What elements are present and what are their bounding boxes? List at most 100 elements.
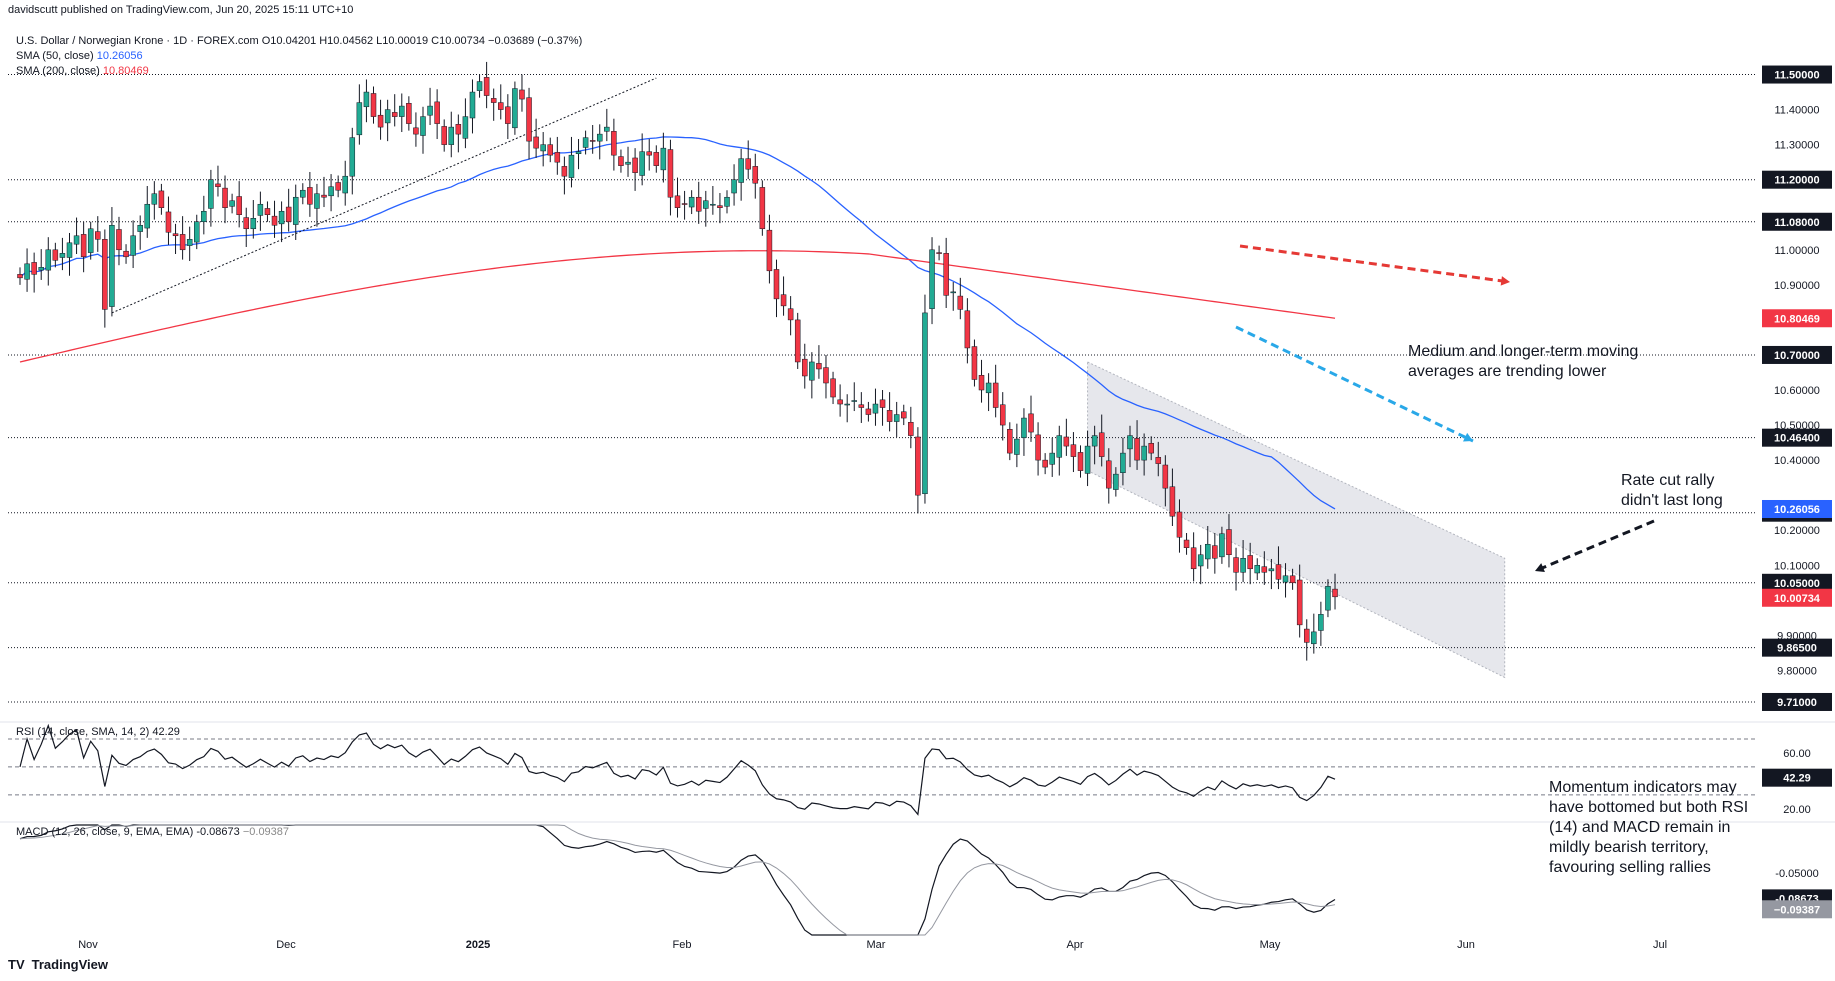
candle xyxy=(851,382,858,412)
candle xyxy=(441,119,447,152)
candle-body xyxy=(292,196,299,225)
rally-line2: didn't last long xyxy=(1621,492,1723,509)
candle-body xyxy=(24,263,30,280)
candle xyxy=(307,171,313,217)
candle-body xyxy=(519,89,525,100)
candle-body xyxy=(943,253,949,296)
candle xyxy=(469,79,476,134)
candle-body xyxy=(505,106,511,124)
candle xyxy=(342,160,348,206)
red-trend-arrow xyxy=(1239,244,1511,286)
candle-body xyxy=(1332,588,1338,598)
candle xyxy=(1183,533,1190,555)
candle-body xyxy=(406,103,412,124)
candle xyxy=(1077,445,1084,478)
candle xyxy=(1169,468,1176,527)
candle xyxy=(215,165,221,197)
candle xyxy=(674,177,681,218)
candle-body xyxy=(780,294,787,307)
candle xyxy=(618,149,624,173)
tradingview-logo[interactable]: TV TradingView xyxy=(8,957,108,972)
candle-body xyxy=(526,97,532,142)
candle-body xyxy=(929,249,935,309)
candle xyxy=(568,136,575,188)
candle xyxy=(1275,546,1282,590)
candle-body xyxy=(1212,545,1218,559)
rsi-tick-label: 20.00 xyxy=(1783,804,1811,816)
candle-body xyxy=(151,193,158,205)
candle xyxy=(1014,423,1020,468)
y-tick-label: 10.60000 xyxy=(1774,385,1820,397)
candle-body xyxy=(1233,557,1239,573)
momentum-line3: (14) and MACD remain in xyxy=(1549,819,1730,836)
candle-body xyxy=(1205,543,1211,560)
candle-body xyxy=(667,149,674,198)
candle xyxy=(300,183,306,205)
candle xyxy=(498,84,504,120)
candle-body xyxy=(314,193,320,209)
candle-body xyxy=(512,88,518,129)
momentum-line4: mildly bearish territory, xyxy=(1549,839,1709,856)
candle xyxy=(356,84,363,145)
candle-body xyxy=(646,151,652,156)
candle xyxy=(660,132,667,183)
candle-body xyxy=(1035,434,1041,461)
candle-body xyxy=(243,217,249,230)
candle xyxy=(208,169,214,227)
candle xyxy=(879,390,886,426)
symbol-title: U.S. Dollar / Norwegian Krone · 1D · FOR… xyxy=(16,35,259,47)
candle-body xyxy=(816,363,822,370)
candle xyxy=(130,220,136,269)
candle-body xyxy=(123,250,129,258)
candle xyxy=(1226,514,1232,568)
sma50-value: 10.26056 xyxy=(96,50,143,62)
candle-body xyxy=(985,382,992,394)
candle-body xyxy=(307,187,313,205)
candle xyxy=(201,195,207,235)
candle xyxy=(1325,579,1331,618)
candle xyxy=(886,392,893,432)
candle xyxy=(1268,558,1275,590)
level-tag-bg xyxy=(1762,692,1832,711)
candle-body xyxy=(363,91,370,108)
candle xyxy=(1311,613,1317,654)
level-tag-label: 11.50000 xyxy=(1774,70,1819,82)
candle-body xyxy=(476,81,483,91)
level-tag-bg xyxy=(1762,638,1832,657)
candle-body xyxy=(618,156,624,166)
candle xyxy=(780,276,787,316)
candle-body xyxy=(1077,452,1084,471)
y-tick-label: 10.90000 xyxy=(1774,280,1820,292)
candle xyxy=(271,200,278,238)
chart-legend: U.S. Dollar / Norwegian Krone · 1D · FOR… xyxy=(16,34,582,79)
candle-body xyxy=(250,218,257,230)
candle-body xyxy=(215,183,221,187)
candle xyxy=(222,175,228,224)
candle-body xyxy=(738,158,744,183)
candle xyxy=(31,252,37,293)
y-tick-label: 9.80000 xyxy=(1777,665,1817,677)
candle-body xyxy=(462,116,469,139)
candle xyxy=(547,137,553,163)
candle-body xyxy=(73,235,80,245)
candle xyxy=(752,153,759,199)
macd-line xyxy=(19,824,1336,936)
candle xyxy=(1247,542,1253,585)
candle-body xyxy=(554,152,561,163)
candle xyxy=(292,184,299,240)
sma50-line xyxy=(19,136,1336,510)
candle-body xyxy=(540,144,546,152)
candle xyxy=(1098,414,1105,467)
candle xyxy=(561,156,568,195)
candle xyxy=(87,221,94,260)
rsi-value: 42.29 xyxy=(152,726,180,738)
x-tick-label: Feb xyxy=(673,939,692,951)
candle xyxy=(1303,619,1310,661)
candle-body xyxy=(1311,631,1317,645)
candle xyxy=(462,98,469,149)
candle-body xyxy=(66,242,73,258)
candle xyxy=(865,401,872,422)
level-tag-label: 10.70000 xyxy=(1774,350,1820,362)
candle xyxy=(759,180,766,236)
